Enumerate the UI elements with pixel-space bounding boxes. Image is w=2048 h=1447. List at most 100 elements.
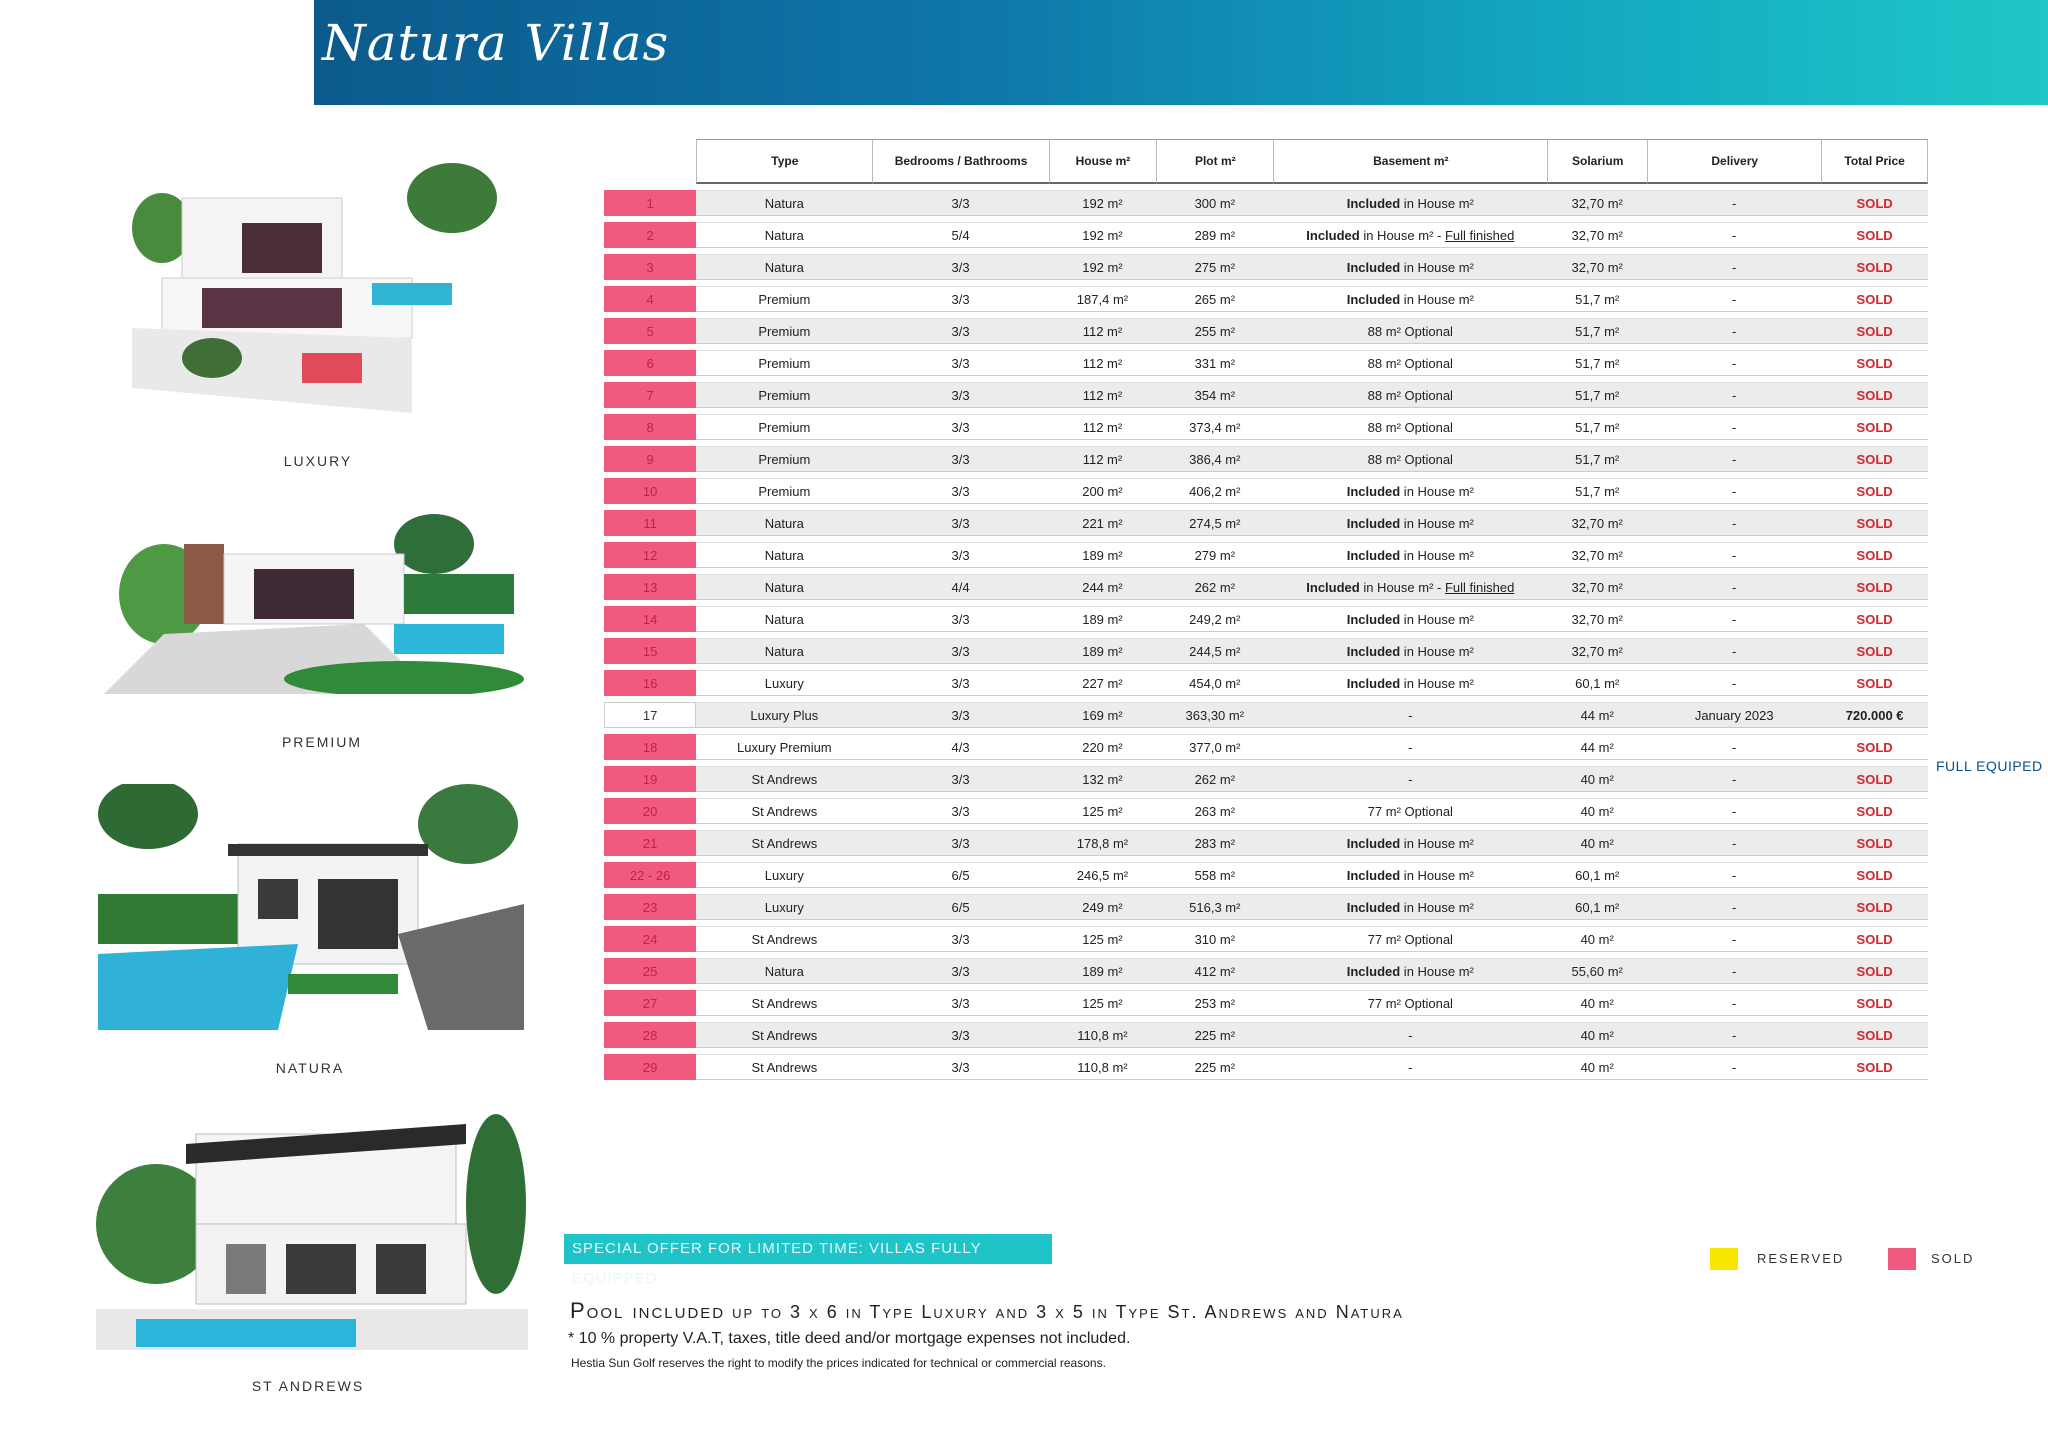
cell-type: Premium <box>696 318 873 344</box>
cell-basement: 77 m² Optional <box>1273 798 1548 824</box>
unit-number: 14 <box>604 606 697 632</box>
cell-total-price: SOLD <box>1821 350 1928 376</box>
cell-type: Natura <box>696 254 873 280</box>
cell-plot: 289 m² <box>1156 222 1274 248</box>
column-header-type: Type <box>696 139 873 184</box>
cell-basement: Included in House m² <box>1273 862 1548 888</box>
cell-type: Premium <box>696 286 873 312</box>
cell-type: Luxury <box>696 670 873 696</box>
cell-bedrooms-bathrooms: 3/3 <box>872 414 1049 440</box>
header-banner <box>314 0 2048 105</box>
cell-delivery: - <box>1647 222 1822 248</box>
cell-delivery: - <box>1647 318 1822 344</box>
table-row: 28 St Andrews 3/3 110,8 m² 225 m² -40 m² - SOLD <box>604 1022 1928 1048</box>
cell-bedrooms-bathrooms: 3/3 <box>872 926 1049 952</box>
cell-delivery: - <box>1647 926 1822 952</box>
cell-total-price: SOLD <box>1821 510 1928 536</box>
cell-total-price: SOLD <box>1821 1022 1928 1048</box>
cell-house: 112 m² <box>1048 318 1157 344</box>
basement-included: Included <box>1346 515 1401 531</box>
cell-total-price: SOLD <box>1821 1054 1928 1080</box>
cell-solarium: 51,7 m² <box>1547 414 1648 440</box>
cell-type: Natura <box>696 958 873 984</box>
basement-text: 88 m² Optional <box>1367 419 1453 435</box>
cell-bedrooms-bathrooms: 3/3 <box>872 542 1049 568</box>
cell-plot: 255 m² <box>1156 318 1274 344</box>
cell-type: Natura <box>696 222 873 248</box>
table-row: 14 Natura 3/3 189 m² 249,2 m² Included in Hou… <box>604 606 1928 632</box>
cell-plot: 225 m² <box>1156 1054 1274 1080</box>
column-header-total-price: Total Price <box>1821 139 1928 184</box>
cell-bedrooms-bathrooms: 3/3 <box>872 638 1049 664</box>
villa-label-luxury: LUXURY <box>283 453 353 469</box>
cell-solarium: 51,7 m² <box>1547 318 1648 344</box>
basement-included: Included <box>1346 963 1401 979</box>
table-row: 20 St Andrews 3/3 125 m² 263 m² 77 m² Optiona… <box>604 798 1928 824</box>
cell-total-price: SOLD <box>1821 254 1928 280</box>
cell-bedrooms-bathrooms: 3/3 <box>872 190 1049 216</box>
basement-text: - <box>1408 1027 1413 1043</box>
cell-house: 112 m² <box>1048 382 1157 408</box>
cell-bedrooms-bathrooms: 3/3 <box>872 350 1049 376</box>
cell-total-price: SOLD <box>1821 766 1928 792</box>
cell-delivery: - <box>1647 734 1822 760</box>
cell-plot: 244,5 m² <box>1156 638 1274 664</box>
cell-total-price: SOLD <box>1821 574 1928 600</box>
cell-bedrooms-bathrooms: 3/3 <box>872 830 1049 856</box>
basement-text: in House m² <box>1400 899 1474 915</box>
cell-basement: Included in House m² <box>1273 286 1548 312</box>
basement-text: - <box>1408 1059 1413 1075</box>
cell-solarium: 51,7 m² <box>1547 446 1648 472</box>
basement-text: 88 m² Optional <box>1367 323 1453 339</box>
cell-type: St Andrews <box>696 830 873 856</box>
cell-delivery: - <box>1647 478 1822 504</box>
cell-plot: 354 m² <box>1156 382 1274 408</box>
cell-total-price: SOLD <box>1821 606 1928 632</box>
cell-total-price: SOLD <box>1821 894 1928 920</box>
table-row: 7 Premium 3/3 112 m² 354 m² 88 m² Optional 51,… <box>604 382 1928 408</box>
table-row: 22 - 26 Luxury 6/5 246,5 m² 558 m² Included i… <box>604 862 1928 888</box>
basement-full-finished: Full finished <box>1444 227 1515 243</box>
basement-included: Included <box>1346 643 1401 659</box>
column-header-solarium: Solarium <box>1547 139 1648 184</box>
cell-solarium: 40 m² <box>1547 798 1648 824</box>
cell-plot: 412 m² <box>1156 958 1274 984</box>
unit-number: 15 <box>604 638 697 664</box>
table-row: 6 Premium 3/3 112 m² 331 m² 88 m² Optional 51,… <box>604 350 1928 376</box>
pool-included-title: Pool included <box>570 1298 726 1323</box>
column-header-bedrooms-bathrooms: Bedrooms / Bathrooms <box>872 139 1049 184</box>
cell-type: Premium <box>696 446 873 472</box>
cell-house: 192 m² <box>1048 254 1157 280</box>
cell-total-price: SOLD <box>1821 222 1928 248</box>
cell-total-price: SOLD <box>1821 798 1928 824</box>
basement-text: 88 m² Optional <box>1367 355 1453 371</box>
basement-included: Included <box>1346 483 1401 499</box>
cell-plot: 265 m² <box>1156 286 1274 312</box>
cell-plot: 363,30 m² <box>1156 702 1274 728</box>
basement-text: 77 m² Optional <box>1367 995 1453 1011</box>
cell-delivery: - <box>1647 670 1822 696</box>
unit-number: 27 <box>604 990 697 1016</box>
cell-total-price: SOLD <box>1821 990 1928 1016</box>
cell-plot: 454,0 m² <box>1156 670 1274 696</box>
unit-number: 7 <box>604 382 697 408</box>
cell-plot: 263 m² <box>1156 798 1274 824</box>
unit-number: 24 <box>604 926 697 952</box>
column-header-plot: Plot m² <box>1156 139 1274 184</box>
unit-number: 29 <box>604 1054 697 1080</box>
cell-solarium: 40 m² <box>1547 830 1648 856</box>
column-header-basement: Basement m² <box>1273 139 1548 184</box>
cell-total-price: SOLD <box>1821 670 1928 696</box>
basement-text: in House m² <box>1400 963 1474 979</box>
cell-basement: - <box>1273 702 1548 728</box>
basement-text: in House m² <box>1400 547 1474 563</box>
table-row: 5 Premium 3/3 112 m² 255 m² 88 m² Optional 51,… <box>604 318 1928 344</box>
basement-included: Included <box>1346 867 1401 883</box>
cell-type: Natura <box>696 190 873 216</box>
cell-type: St Andrews <box>696 990 873 1016</box>
cell-type: St Andrews <box>696 766 873 792</box>
basement-included: Included <box>1346 899 1401 915</box>
table-row: 13 Natura 4/4 244 m² 262 m² Included in House… <box>604 574 1928 600</box>
cell-bedrooms-bathrooms: 3/3 <box>872 702 1049 728</box>
cell-house: 249 m² <box>1048 894 1157 920</box>
